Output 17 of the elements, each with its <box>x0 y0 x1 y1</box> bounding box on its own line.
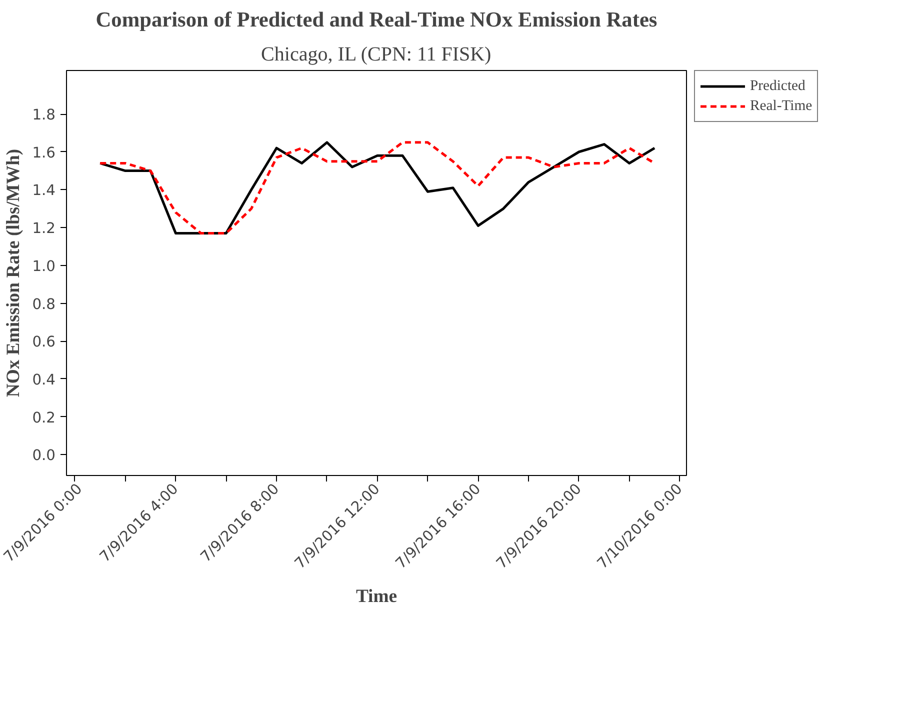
x-axis-title: Time <box>356 586 398 608</box>
y-tick-label: 0.4 <box>32 371 56 388</box>
y-tick-label: 0.8 <box>32 296 56 313</box>
y-tick-label: 1.4 <box>32 182 56 200</box>
line-series <box>98 141 656 235</box>
y-tick-label: 1.8 <box>32 106 56 124</box>
y-tick-label: 0.6 <box>32 334 56 351</box>
legend-label: Predicted <box>750 78 806 94</box>
chart-subtitle: Chicago, IL (CPN: 11 FISK) <box>261 44 492 66</box>
y-tick-label: 1.0 <box>32 258 56 275</box>
y-tick-label: 0.0 <box>32 447 56 464</box>
legend-label: Real-Time <box>750 98 812 114</box>
chart-title: Comparison of Predicted and Real-Time NOx Emission Rates <box>96 8 658 32</box>
y-tick-label: 0.2 <box>32 409 56 426</box>
y-axis-title: NOx Emission Rate (lbs/MWh) <box>3 148 24 398</box>
y-tick-label: 1.2 <box>32 220 56 238</box>
y-tick-label: 1.6 <box>32 144 56 162</box>
